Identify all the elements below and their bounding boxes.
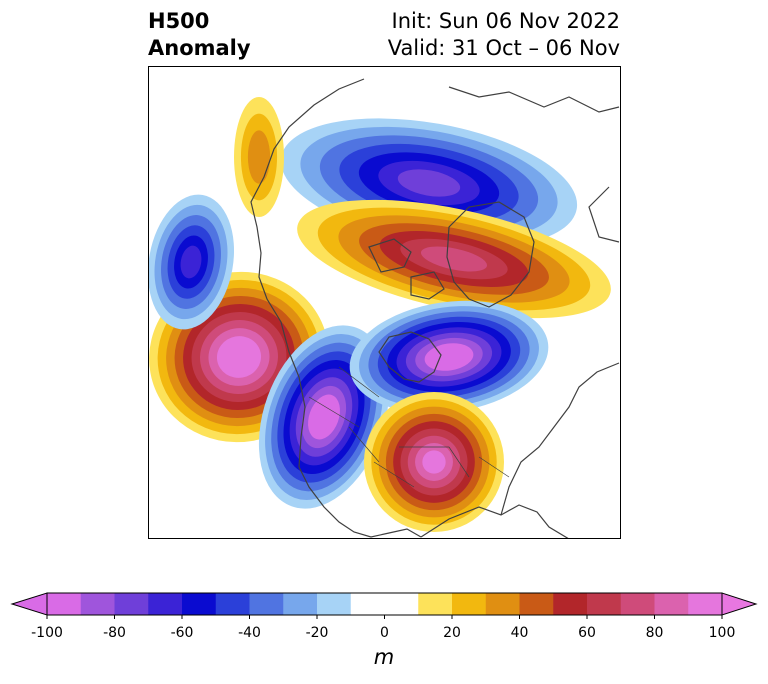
anomaly-positive-center-far-east	[234, 97, 284, 217]
title-valid: Valid: 31 Oct – 06 Nov	[387, 36, 620, 60]
anomaly-contour-fill	[422, 450, 446, 474]
anomaly-negative-center-siberia	[149, 194, 235, 330]
coastline-gulf	[420, 504, 569, 538]
coastline-west	[250, 78, 422, 538]
colorbar-tick-label: 60	[578, 625, 596, 641]
colorbar-swatch	[215, 593, 250, 615]
colorbar-swatch	[384, 593, 419, 615]
map-svg	[149, 78, 620, 538]
title-init: Init: Sun 06 Nov 2022	[391, 9, 620, 33]
anomaly-positive-ridge-arctic	[297, 199, 611, 319]
colorbar	[10, 592, 758, 619]
anomaly-contour-fill	[314, 403, 334, 431]
anomaly-contour-fill	[180, 245, 202, 279]
colorbar-tick-label: -100	[31, 625, 63, 641]
title-field: Anomaly	[148, 36, 251, 60]
colorbar-swatch	[47, 593, 82, 615]
us-borders	[308, 366, 510, 488]
colorbar-swatch	[418, 593, 453, 615]
colorbar-tick-label: 0	[380, 625, 389, 641]
coastline-east	[500, 362, 620, 516]
colorbar-swatch	[620, 593, 655, 615]
arctic-islands	[368, 238, 445, 300]
anomaly-contour-fill	[225, 344, 253, 370]
anomaly-contour-fill	[420, 246, 488, 272]
colorbar-tick-label: 20	[443, 625, 461, 641]
colorbar-swatch	[80, 593, 115, 615]
anomaly-contour-fill	[434, 348, 464, 366]
colorbar-swatch	[114, 593, 149, 615]
map-title-right: Init: Sun 06 Nov 2022 Valid: 31 Oct – 06…	[388, 8, 620, 62]
map-title-left: H500 Anomaly	[148, 8, 251, 62]
colorbar-tick-label: -20	[305, 625, 329, 641]
colorbar-swatch	[688, 593, 723, 615]
colorbar-under-arrow	[10, 592, 48, 616]
colorbar-unit-label: m	[373, 645, 395, 669]
colorbar-swatch	[553, 593, 588, 615]
colorbar-swatch	[587, 593, 622, 615]
anomaly-contour-fill	[397, 169, 461, 197]
colorbar-tick-label: 40	[510, 625, 529, 641]
colorbar-swatch	[485, 593, 520, 615]
eurasia-coast	[448, 86, 620, 243]
anomaly-contour-fill	[247, 130, 271, 184]
coastlines	[250, 78, 620, 538]
colorbar-swatch	[654, 593, 689, 615]
colorbar-tick-label: -80	[103, 625, 126, 641]
colorbar-tick-label: -60	[170, 625, 194, 641]
colorbar-swatch	[148, 593, 183, 615]
anomaly-positive-center-eastern-us	[364, 392, 504, 532]
title-variable: H500	[148, 9, 210, 33]
colorbar-swatch	[182, 593, 217, 615]
colorbar-tick-label: -40	[238, 625, 261, 641]
anomaly-contours	[149, 97, 611, 532]
colorbar-swatch	[519, 593, 554, 615]
greenland	[446, 201, 535, 308]
colorbar-swatch	[452, 593, 487, 615]
colorbar-tick-label: 80	[645, 625, 664, 641]
hudson-bay	[378, 331, 442, 383]
colorbar-tick-label: 100	[708, 625, 736, 641]
colorbar-swatch	[283, 593, 318, 615]
anomaly-map	[148, 66, 621, 539]
colorbar-over-arrow	[721, 592, 758, 616]
colorbar-swatch	[350, 593, 385, 615]
colorbar-swatch	[249, 593, 284, 615]
colorbar-swatch	[317, 593, 352, 615]
